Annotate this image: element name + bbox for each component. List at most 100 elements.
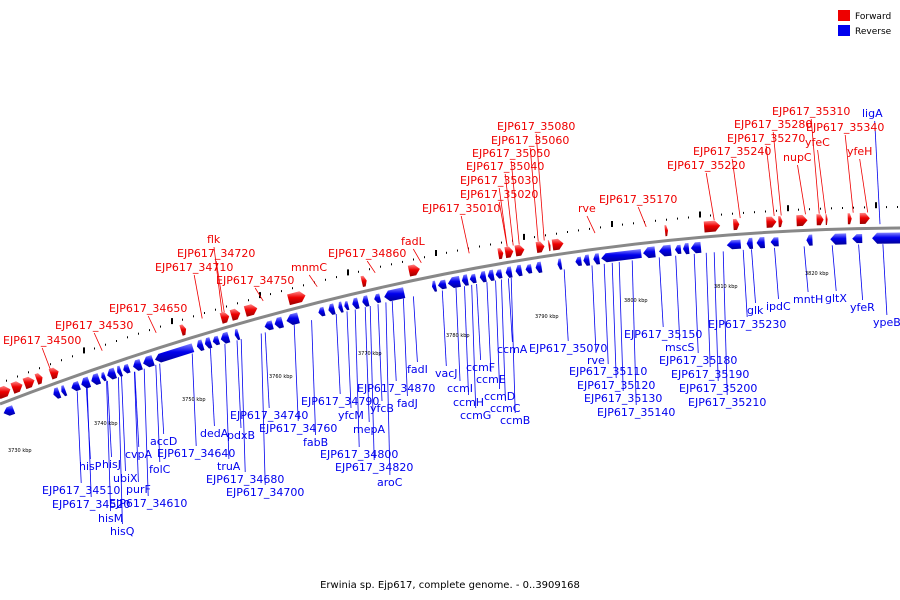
forward-gene-arrow[interactable] — [22, 376, 35, 390]
reverse-gene-arrow[interactable] — [352, 297, 360, 310]
gene-label[interactable]: EJP617_35230 — [708, 318, 786, 331]
reverse-gene-arrow[interactable] — [264, 320, 274, 331]
reverse-gene-arrow[interactable] — [505, 266, 513, 278]
gene-label[interactable]: EJP617_34760 — [259, 422, 337, 435]
forward-gene-arrow[interactable] — [219, 311, 230, 324]
gene-label[interactable]: EJP617_35130 — [584, 392, 662, 405]
gene-label[interactable]: EJP617_34640 — [157, 447, 235, 460]
gene-label[interactable]: ligA — [862, 107, 883, 120]
reverse-gene-arrow[interactable] — [362, 295, 370, 307]
gene-label[interactable]: EJP617_35310 — [772, 105, 850, 118]
forward-gene-arrow[interactable] — [816, 214, 824, 226]
reverse-gene-arrow[interactable] — [643, 246, 656, 259]
gene-label[interactable]: EJP617_35060 — [491, 134, 569, 147]
reverse-gene-arrow[interactable] — [155, 343, 195, 363]
gene-label[interactable]: EJP617_34510 — [42, 484, 120, 497]
reverse-gene-arrow[interactable] — [234, 328, 241, 341]
gene-label[interactable]: EJP617_34700 — [226, 486, 304, 499]
gene-label[interactable]: ccmA — [497, 343, 528, 356]
reverse-gene-arrow[interactable] — [479, 271, 487, 283]
gene-label[interactable]: EJP617_35190 — [671, 368, 749, 381]
gene-label[interactable]: EJP617_35220 — [667, 159, 745, 172]
reverse-gene-arrow[interactable] — [872, 232, 900, 244]
reverse-gene-arrow[interactable] — [133, 359, 143, 371]
gene-label[interactable]: EJP617_35110 — [569, 365, 647, 378]
gene-label[interactable]: fadL — [401, 235, 426, 248]
gene-label[interactable]: hisQ — [110, 525, 135, 538]
gene-label[interactable]: EJP617_34740 — [230, 409, 308, 422]
gene-label[interactable]: hisJ — [102, 458, 121, 471]
gene-label[interactable]: EJP617_34750 — [216, 274, 294, 287]
gene-label[interactable]: cvpA — [125, 448, 153, 461]
reverse-gene-arrow[interactable] — [53, 387, 62, 399]
gene-label[interactable]: fabB — [303, 436, 328, 449]
gene-label[interactable]: accD — [150, 435, 177, 448]
reverse-gene-arrow[interactable] — [487, 269, 495, 281]
gene-label[interactable]: mepA — [353, 423, 385, 436]
gene-label[interactable]: ccmE — [476, 373, 506, 386]
gene-label[interactable]: EJP617_34650 — [109, 302, 187, 315]
gene-label[interactable]: yfeH — [847, 145, 872, 158]
reverse-gene-arrow[interactable] — [726, 239, 742, 250]
gene-label[interactable]: EJP617_35240 — [693, 145, 771, 158]
gene-label[interactable]: EJP617_35150 — [624, 328, 702, 341]
gene-label[interactable]: EJP617_35070 — [529, 342, 607, 355]
gene-label[interactable]: EJP617_35010 — [422, 202, 500, 215]
gene-label[interactable]: EJP617_35120 — [577, 379, 655, 392]
gene-label[interactable]: yfcM — [338, 409, 364, 422]
gene-label[interactable]: EJP617_35180 — [659, 354, 737, 367]
forward-gene-arrow[interactable] — [287, 291, 306, 306]
gene-label[interactable]: EJP617_35050 — [472, 147, 550, 160]
gene-label[interactable]: hisM — [98, 512, 123, 525]
reverse-gene-arrow[interactable] — [535, 261, 543, 273]
reverse-gene-arrow[interactable] — [830, 233, 847, 245]
gene-label[interactable]: ipdC — [766, 300, 791, 313]
forward-gene-arrow[interactable] — [229, 308, 241, 321]
forward-gene-arrow[interactable] — [778, 216, 783, 228]
forward-gene-arrow[interactable] — [825, 214, 828, 225]
forward-gene-arrow[interactable] — [34, 373, 43, 385]
reverse-gene-arrow[interactable] — [806, 234, 813, 246]
reverse-gene-arrow[interactable] — [601, 249, 642, 263]
forward-gene-arrow[interactable] — [703, 220, 721, 233]
reverse-gene-arrow[interactable] — [770, 237, 779, 247]
reverse-gene-arrow[interactable] — [690, 241, 702, 254]
gene-label[interactable]: EJP617_35020 — [460, 188, 538, 201]
gene-label[interactable]: ccmF — [466, 361, 495, 374]
reverse-gene-arrow[interactable] — [432, 280, 438, 292]
gene-label[interactable]: rve — [587, 354, 605, 367]
reverse-gene-arrow[interactable] — [593, 253, 601, 265]
forward-gene-arrow[interactable] — [504, 246, 514, 259]
reverse-gene-arrow[interactable] — [557, 258, 563, 270]
gene-label[interactable]: mnmC — [291, 261, 327, 274]
gene-label[interactable]: EJP617_35170 — [599, 193, 677, 206]
gene-label[interactable]: mscS — [665, 341, 694, 354]
gene-label[interactable]: hisP — [79, 460, 102, 473]
reverse-gene-arrow[interactable] — [212, 335, 221, 346]
gene-label[interactable]: ypeB — [873, 316, 900, 329]
gene-label[interactable]: EJP617_34820 — [335, 461, 413, 474]
gene-label[interactable]: EJP617_35270 — [727, 132, 805, 145]
reverse-gene-arrow[interactable] — [338, 301, 344, 313]
gene-label[interactable]: ccmH — [453, 396, 484, 409]
gene-label[interactable]: fadI — [407, 363, 428, 376]
reverse-gene-arrow[interactable] — [81, 376, 92, 389]
gene-label[interactable]: yfeR — [850, 301, 875, 314]
gene-label[interactable]: EJP617_34720 — [177, 247, 255, 260]
forward-gene-arrow[interactable] — [766, 216, 777, 228]
gene-label[interactable]: rve — [578, 202, 596, 215]
forward-gene-arrow[interactable] — [535, 241, 545, 253]
gene-label[interactable]: folC — [149, 463, 171, 476]
forward-gene-arrow[interactable] — [859, 212, 870, 224]
reverse-gene-arrow[interactable] — [447, 275, 461, 288]
gene-label[interactable]: EJP617_34870 — [357, 382, 435, 395]
gene-label[interactable]: vacJ — [435, 367, 458, 380]
reverse-gene-arrow[interactable] — [675, 244, 682, 254]
forward-gene-arrow[interactable] — [547, 240, 551, 252]
reverse-gene-arrow[interactable] — [756, 237, 765, 249]
gene-label[interactable]: aroC — [377, 476, 403, 489]
reverse-gene-arrow[interactable] — [123, 363, 131, 374]
reverse-gene-arrow[interactable] — [318, 306, 326, 317]
gene-label[interactable]: ccmD — [484, 390, 515, 403]
gene-label[interactable]: pdxB — [227, 429, 255, 442]
